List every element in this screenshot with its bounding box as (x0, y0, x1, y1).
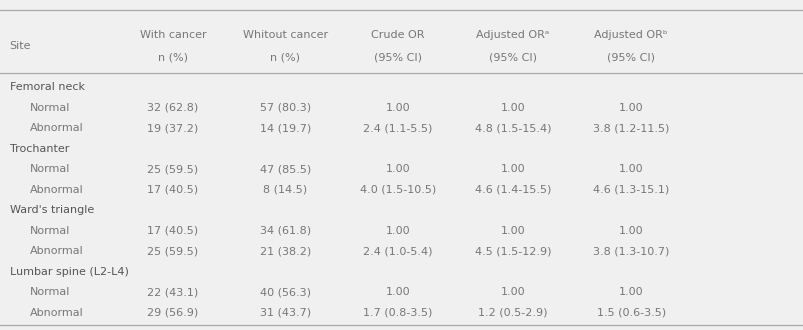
Text: 4.6 (1.4-15.5): 4.6 (1.4-15.5) (475, 184, 550, 195)
Text: 2.4 (1.0-5.4): 2.4 (1.0-5.4) (363, 246, 432, 256)
Text: Abnormal: Abnormal (30, 246, 84, 256)
Text: 47 (85.5): 47 (85.5) (259, 164, 311, 174)
Text: Normal: Normal (30, 103, 70, 113)
Text: 4.0 (1.5-10.5): 4.0 (1.5-10.5) (360, 184, 435, 195)
Text: 22 (43.1): 22 (43.1) (147, 287, 198, 297)
Text: 1.5 (0.6-3.5): 1.5 (0.6-3.5) (596, 308, 665, 317)
Text: 1.00: 1.00 (385, 226, 410, 236)
Text: 17 (40.5): 17 (40.5) (147, 226, 198, 236)
Text: Crude OR: Crude OR (371, 30, 424, 40)
Text: (95% CI): (95% CI) (373, 53, 422, 63)
Text: 34 (61.8): 34 (61.8) (259, 226, 311, 236)
Text: 1.00: 1.00 (618, 103, 642, 113)
Text: Normal: Normal (30, 287, 70, 297)
Text: 21 (38.2): 21 (38.2) (259, 246, 311, 256)
Text: 3.8 (1.3-10.7): 3.8 (1.3-10.7) (593, 246, 668, 256)
Text: 2.4 (1.1-5.5): 2.4 (1.1-5.5) (363, 123, 432, 133)
Text: 17 (40.5): 17 (40.5) (147, 184, 198, 195)
Text: Trochanter: Trochanter (10, 144, 69, 154)
Text: 1.7 (0.8-3.5): 1.7 (0.8-3.5) (363, 308, 432, 317)
Text: Adjusted ORᵇ: Adjusted ORᵇ (593, 30, 667, 40)
Text: 1.00: 1.00 (618, 287, 642, 297)
Text: 29 (56.9): 29 (56.9) (147, 308, 198, 317)
Text: 4.5 (1.5-12.9): 4.5 (1.5-12.9) (474, 246, 551, 256)
Text: Adjusted ORᵃ: Adjusted ORᵃ (475, 30, 549, 40)
Text: n (%): n (%) (157, 53, 188, 63)
Text: 25 (59.5): 25 (59.5) (147, 246, 198, 256)
Text: Abnormal: Abnormal (30, 184, 84, 195)
Text: 4.8 (1.5-15.4): 4.8 (1.5-15.4) (474, 123, 551, 133)
Text: 25 (59.5): 25 (59.5) (147, 164, 198, 174)
Text: (95% CI): (95% CI) (606, 53, 654, 63)
Text: (95% CI): (95% CI) (488, 53, 536, 63)
Text: 1.00: 1.00 (500, 226, 524, 236)
Text: Normal: Normal (30, 164, 70, 174)
Text: Lumbar spine (L2-L4): Lumbar spine (L2-L4) (10, 267, 128, 277)
Text: Ward's triangle: Ward's triangle (10, 205, 94, 215)
Text: With cancer: With cancer (140, 30, 206, 40)
Text: 8 (14.5): 8 (14.5) (263, 184, 307, 195)
Text: 4.6 (1.3-15.1): 4.6 (1.3-15.1) (593, 184, 668, 195)
Text: Femoral neck: Femoral neck (10, 82, 84, 92)
Text: 1.00: 1.00 (500, 287, 524, 297)
Text: 3.8 (1.2-11.5): 3.8 (1.2-11.5) (593, 123, 668, 133)
Text: 57 (80.3): 57 (80.3) (259, 103, 311, 113)
Text: Whitout cancer: Whitout cancer (243, 30, 328, 40)
Text: 1.00: 1.00 (500, 164, 524, 174)
Text: Site: Site (10, 41, 31, 51)
Text: 1.00: 1.00 (385, 103, 410, 113)
Text: Abnormal: Abnormal (30, 308, 84, 317)
Text: 14 (19.7): 14 (19.7) (259, 123, 311, 133)
Text: 1.00: 1.00 (385, 287, 410, 297)
Text: Normal: Normal (30, 226, 70, 236)
Text: 1.00: 1.00 (500, 103, 524, 113)
Text: Abnormal: Abnormal (30, 123, 84, 133)
Text: 1.00: 1.00 (618, 164, 642, 174)
Text: 19 (37.2): 19 (37.2) (147, 123, 198, 133)
Text: 1.00: 1.00 (618, 226, 642, 236)
Text: n (%): n (%) (270, 53, 300, 63)
Text: 40 (56.3): 40 (56.3) (259, 287, 311, 297)
Text: 31 (43.7): 31 (43.7) (259, 308, 311, 317)
Text: 1.00: 1.00 (385, 164, 410, 174)
Text: 32 (62.8): 32 (62.8) (147, 103, 198, 113)
Text: 1.2 (0.5-2.9): 1.2 (0.5-2.9) (478, 308, 547, 317)
